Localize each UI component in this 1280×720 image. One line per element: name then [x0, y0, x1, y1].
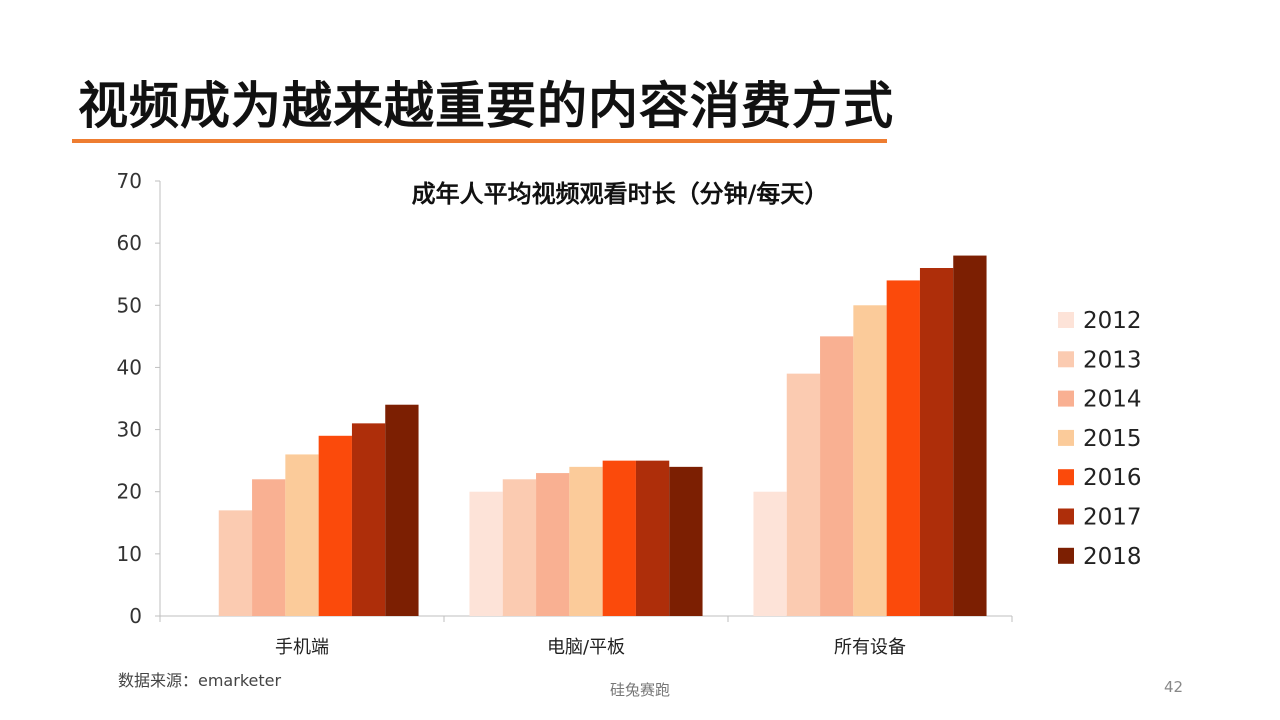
bar-2015-2 — [569, 466, 603, 616]
legend-label-2016: 2016 — [1083, 465, 1142, 491]
legend-label-2012: 2012 — [1083, 308, 1142, 334]
slide-title: 视频成为越来越重要的内容消费方式 — [78, 77, 894, 135]
legend-swatch-2012 — [1058, 312, 1074, 328]
bar-2018-2 — [669, 466, 703, 616]
bar-2012-2 — [469, 491, 503, 616]
y-tick-label: 50 — [117, 293, 142, 317]
bar-2016-1 — [318, 435, 352, 616]
bar-2016-3 — [886, 280, 920, 616]
y-tick-label: 0 — [129, 604, 142, 628]
y-tick-label: 10 — [117, 542, 142, 566]
y-tick-label: 30 — [117, 418, 142, 442]
bar-2014-3 — [820, 336, 854, 616]
y-tick-label: 20 — [117, 480, 142, 504]
legend-swatch-2013 — [1058, 351, 1074, 368]
bar-2017-3 — [919, 268, 954, 616]
footer-brand: 硅兔赛跑 — [609, 681, 670, 699]
x-category-label: 所有设备 — [834, 637, 906, 658]
bar-2013-2 — [502, 479, 537, 616]
bar-2017-2 — [635, 460, 670, 616]
bar-2018-1 — [385, 404, 419, 616]
x-category-label: 电脑/平板 — [547, 637, 625, 658]
y-tick-label: 70 — [117, 169, 142, 193]
source-note: 数据来源：emarketer — [118, 671, 282, 690]
page-number: 42 — [1164, 678, 1184, 696]
legend-label-2018: 2018 — [1083, 544, 1142, 570]
bar-2016-2 — [602, 460, 636, 616]
bar-2014-1 — [252, 479, 286, 616]
legend-swatch-2014 — [1058, 390, 1074, 407]
x-category-label: 手机端 — [275, 637, 329, 658]
title-underline — [72, 139, 887, 143]
legend-label-2014: 2014 — [1083, 387, 1142, 413]
legend-label-2015: 2015 — [1083, 426, 1142, 452]
chart-title: 成年人平均视频观看时长（分钟/每天） — [412, 180, 829, 208]
bar-2014-2 — [536, 473, 570, 616]
bar-2013-3 — [786, 373, 821, 616]
bar-2013-1 — [218, 510, 253, 616]
y-tick-label: 60 — [117, 231, 142, 255]
legend-swatch-2016 — [1058, 469, 1074, 486]
legend-label-2013: 2013 — [1083, 347, 1142, 373]
legend-swatch-2017 — [1058, 508, 1074, 525]
legend-swatch-2015 — [1058, 429, 1074, 446]
bar-2012-3 — [753, 491, 787, 616]
bar-2017-1 — [351, 423, 386, 616]
bar-2018-3 — [953, 255, 987, 617]
y-tick-label: 40 — [117, 355, 142, 379]
legend-label-2017: 2017 — [1083, 505, 1142, 531]
legend-swatch-2018 — [1058, 547, 1074, 564]
bar-2015-3 — [853, 305, 887, 616]
bar-2015-1 — [285, 454, 319, 616]
